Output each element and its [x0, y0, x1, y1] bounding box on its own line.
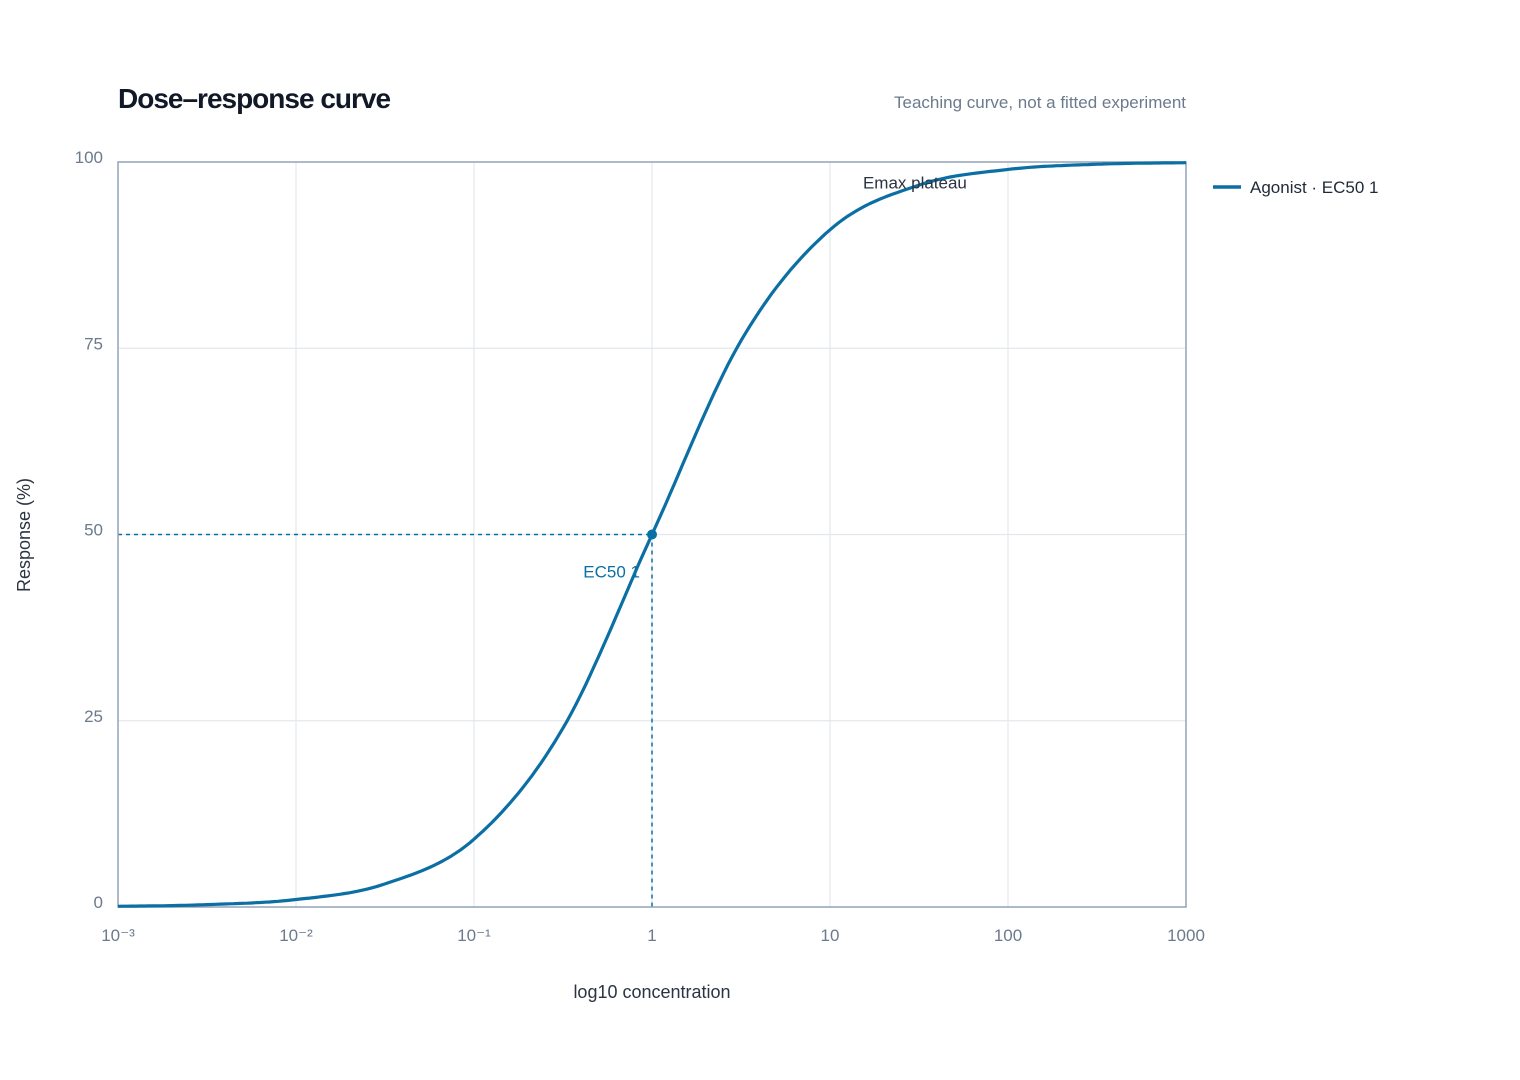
ec50-reference-lines — [118, 533, 653, 907]
x-axis-label: log10 concentration — [573, 982, 730, 1002]
plot-border — [117, 161, 1187, 908]
chart-title: Dose–response curve — [118, 83, 390, 114]
y-axis-label: Response (%) — [14, 478, 34, 592]
legend: Agonist · EC50 1 — [1213, 178, 1379, 197]
legend-label: Agonist · EC50 1 — [1250, 178, 1379, 197]
y-axis-ticks: 0 25 50 75 100 — [75, 148, 103, 912]
emax-plateau-label: Emax plateau — [863, 173, 967, 192]
annotations: EC50 1 Emax plateau — [583, 173, 967, 581]
y-tick-label: 0 — [94, 893, 103, 912]
x-tick-label: 10⁻² — [279, 926, 313, 945]
x-tick-label: 1 — [647, 926, 656, 945]
ec50-marker — [647, 529, 657, 540]
x-tick-label: 100 — [994, 926, 1022, 945]
x-tick-label: 10 — [821, 926, 840, 945]
y-tick-label: 100 — [75, 148, 103, 167]
y-tick-label: 75 — [84, 334, 103, 353]
plot-frame — [117, 161, 1187, 908]
y-tick-label: 50 — [84, 521, 103, 540]
y-tick-label: 25 — [84, 707, 103, 726]
x-tick-label: 10⁻¹ — [457, 926, 491, 945]
ec50-label: EC50 1 — [583, 563, 640, 582]
x-tick-label: 1000 — [1167, 926, 1205, 945]
x-axis-ticks: 10⁻³ 10⁻² 10⁻¹ 1 10 100 1000 — [101, 926, 1205, 945]
chart-subtitle: Teaching curve, not a fitted experiment — [894, 93, 1186, 112]
x-tick-label: 10⁻³ — [101, 926, 135, 945]
